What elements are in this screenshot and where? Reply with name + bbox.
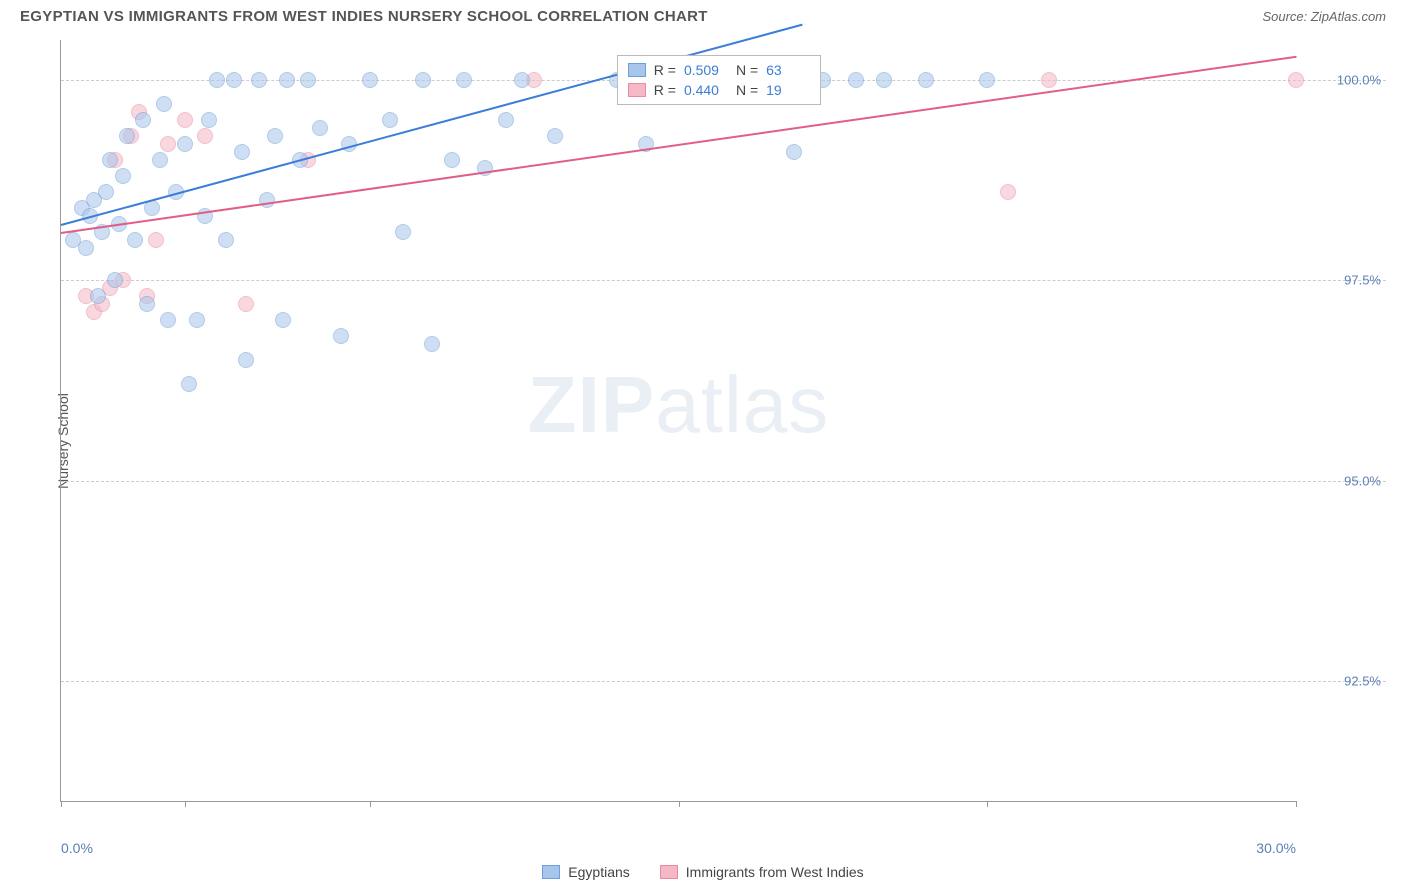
source-label: Source: ZipAtlas.com — [1262, 9, 1386, 24]
data-point — [177, 112, 193, 128]
data-point — [498, 112, 514, 128]
data-point — [547, 128, 563, 144]
data-point — [312, 120, 328, 136]
data-point — [786, 144, 802, 160]
y-tick-label: 92.5% — [1344, 673, 1381, 688]
data-point — [415, 72, 431, 88]
swatch-icon — [542, 865, 560, 879]
data-point — [177, 136, 193, 152]
chart-title: EGYPTIAN VS IMMIGRANTS FROM WEST INDIES … — [20, 8, 708, 25]
data-point — [226, 72, 242, 88]
stat-label: R = — [654, 82, 676, 98]
data-point — [456, 72, 472, 88]
data-point — [152, 152, 168, 168]
data-point — [424, 336, 440, 352]
data-point — [979, 72, 995, 88]
stat-label: R = — [654, 62, 676, 78]
data-point — [238, 296, 254, 312]
data-point — [102, 152, 118, 168]
data-point — [444, 152, 460, 168]
legend-item-west-indies: Immigrants from West Indies — [660, 864, 864, 880]
data-point — [160, 312, 176, 328]
stat-value: 0.509 — [684, 62, 728, 78]
y-tick-label: 100.0% — [1337, 73, 1381, 88]
data-point — [514, 72, 530, 88]
data-point — [848, 72, 864, 88]
stats-row: R = 0.509 N = 63 — [628, 60, 810, 80]
x-tick — [185, 801, 186, 807]
legend-label: Immigrants from West Indies — [686, 864, 864, 880]
data-point — [90, 288, 106, 304]
data-point — [115, 168, 131, 184]
stats-row: R = 0.440 N = 19 — [628, 80, 810, 100]
data-point — [1041, 72, 1057, 88]
plot-area: ZIPatlas 92.5%95.0%97.5%100.0%0.0%30.0%R… — [60, 40, 1296, 802]
data-point — [135, 112, 151, 128]
legend-label: Egyptians — [568, 864, 629, 880]
data-point — [201, 112, 217, 128]
swatch-icon — [628, 83, 646, 97]
data-point — [251, 72, 267, 88]
data-point — [189, 312, 205, 328]
swatch-icon — [628, 63, 646, 77]
x-tick — [1296, 801, 1297, 807]
data-point — [362, 72, 378, 88]
data-point — [148, 232, 164, 248]
stat-label: N = — [736, 82, 758, 98]
x-tick-label: 30.0% — [1256, 840, 1296, 856]
data-point — [78, 240, 94, 256]
watermark: ZIPatlas — [528, 359, 829, 451]
data-point — [218, 232, 234, 248]
stats-box: R = 0.509 N = 63 R = 0.440 N = 19 — [617, 55, 821, 105]
stat-value: 19 — [766, 82, 810, 98]
data-point — [238, 352, 254, 368]
stat-value: 63 — [766, 62, 810, 78]
x-tick — [987, 801, 988, 807]
chart-container: Nursery School ZIPatlas 92.5%95.0%97.5%1… — [20, 40, 1386, 842]
data-point — [300, 72, 316, 88]
stat-value: 0.440 — [684, 82, 728, 98]
gridline — [61, 481, 1386, 482]
x-tick — [679, 801, 680, 807]
data-point — [259, 192, 275, 208]
data-point — [98, 184, 114, 200]
data-point — [119, 128, 135, 144]
data-point — [1288, 72, 1304, 88]
data-point — [275, 312, 291, 328]
data-point — [333, 328, 349, 344]
data-point — [107, 272, 123, 288]
swatch-icon — [660, 865, 678, 879]
gridline — [61, 681, 1386, 682]
y-tick-label: 95.0% — [1344, 473, 1381, 488]
stat-label: N = — [736, 62, 758, 78]
data-point — [127, 232, 143, 248]
legend: Egyptians Immigrants from West Indies — [0, 864, 1406, 880]
y-tick-label: 97.5% — [1344, 273, 1381, 288]
data-point — [382, 112, 398, 128]
data-point — [395, 224, 411, 240]
x-tick — [61, 801, 62, 807]
x-tick — [370, 801, 371, 807]
gridline — [61, 280, 1386, 281]
data-point — [181, 376, 197, 392]
x-tick-label: 0.0% — [61, 840, 93, 856]
data-point — [876, 72, 892, 88]
legend-item-egyptians: Egyptians — [542, 864, 629, 880]
data-point — [234, 144, 250, 160]
data-point — [209, 72, 225, 88]
data-point — [279, 72, 295, 88]
data-point — [1000, 184, 1016, 200]
data-point — [160, 136, 176, 152]
data-point — [267, 128, 283, 144]
data-point — [139, 296, 155, 312]
data-point — [197, 128, 213, 144]
data-point — [156, 96, 172, 112]
data-point — [918, 72, 934, 88]
